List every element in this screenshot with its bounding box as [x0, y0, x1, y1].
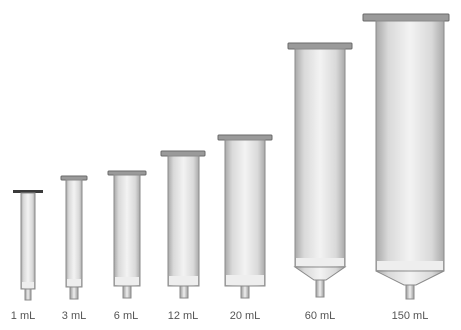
column-1ml-label: 1 mL: [10, 310, 36, 322]
column-20ml-flange: [217, 134, 273, 141]
column-20ml-frit: [226, 275, 264, 285]
column-3ml-frit: [67, 279, 81, 286]
column-20ml-tip: [240, 285, 250, 299]
column-12ml: [160, 150, 206, 299]
column-20ml: [217, 134, 273, 299]
column-6ml-flange: [107, 170, 147, 176]
column-150ml-label: 150 mL: [391, 310, 429, 322]
column-6ml-barrel: [113, 174, 141, 287]
column-12ml-flange: [160, 150, 206, 157]
column-60ml-label: 60 mL: [304, 310, 336, 322]
column-3ml-label: 3 mL: [61, 310, 87, 322]
column-20ml-barrel: [224, 139, 266, 287]
column-60ml-frit: [296, 258, 344, 266]
column-150ml-frit: [377, 261, 443, 270]
column-60ml-tip: [315, 279, 325, 298]
column-150ml: [362, 13, 450, 300]
column-60ml-funnel: [293, 266, 347, 281]
column-3ml-barrel: [65, 179, 83, 288]
column-60ml-barrel: [294, 48, 346, 268]
column-1ml-barrel: [20, 192, 36, 290]
column-12ml-frit: [169, 276, 198, 285]
column-20ml-label: 20 mL: [229, 310, 261, 322]
column-150ml-barrel: [375, 20, 445, 272]
column-6ml-frit: [115, 277, 139, 285]
column-1ml-flange: [13, 190, 43, 193]
column-60ml-flange: [287, 42, 353, 50]
column-6ml: [107, 170, 147, 299]
column-150ml-flange: [362, 13, 450, 22]
column-6ml-tip: [122, 285, 132, 299]
column-1ml-frit: [22, 282, 34, 288]
column-12ml-tip: [179, 285, 189, 299]
column-12ml-label: 12 mL: [167, 310, 199, 322]
column-3ml-flange: [60, 175, 88, 181]
column-3ml: [60, 175, 88, 300]
column-150ml-tip: [405, 284, 415, 300]
column-60ml: [287, 42, 353, 298]
column-12ml-barrel: [167, 155, 200, 287]
column-1ml: [13, 190, 43, 301]
column-1ml-tip: [24, 288, 32, 301]
column-6ml-label: 6 mL: [113, 310, 139, 322]
column-3ml-tip: [69, 286, 79, 300]
column-150ml-funnel: [375, 270, 445, 286]
